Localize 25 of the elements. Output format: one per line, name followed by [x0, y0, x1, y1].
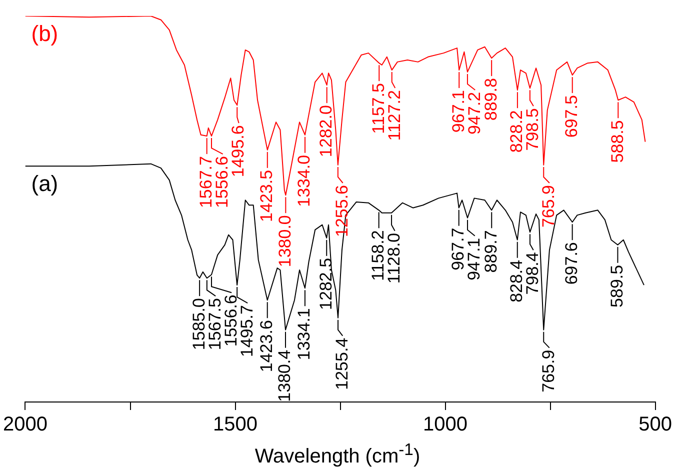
annotation: 765.9 [539, 184, 558, 228]
x-tick-label: 2000 [2, 414, 48, 436]
annotation: 588.5 [608, 120, 627, 163]
x-tick-label: 500 [638, 414, 672, 436]
annotation: 889.7 [481, 230, 500, 273]
annotation: 697.6 [562, 242, 581, 285]
x-axis-title: Wavelength (cm$^{-1}$) [254, 440, 422, 469]
annotation: 589.5 [607, 264, 626, 308]
annotation: 765.9 [539, 350, 558, 392]
annotation: 697.5 [562, 95, 582, 138]
series-label: (a) [31, 171, 58, 196]
annotation: 889.8 [481, 78, 500, 121]
annotation: 1423.6 [257, 320, 276, 372]
series-label: (b) [31, 21, 58, 46]
annotation: 1255.4 [332, 338, 352, 390]
annotation: 1334.1 [294, 308, 314, 360]
annotation: 1282.0 [316, 105, 336, 158]
x-tick-label: 1000 [423, 414, 468, 436]
annotation: 1380.0 [275, 215, 294, 268]
annotation: 1380.4 [275, 350, 294, 402]
annotation: 1334.0 [294, 154, 314, 207]
annotation: 1255.6 [332, 184, 352, 237]
x-tick-label: 1500 [213, 414, 258, 436]
annotation: 1282.5 [316, 258, 336, 310]
annotation: 1423.5 [257, 170, 276, 222]
